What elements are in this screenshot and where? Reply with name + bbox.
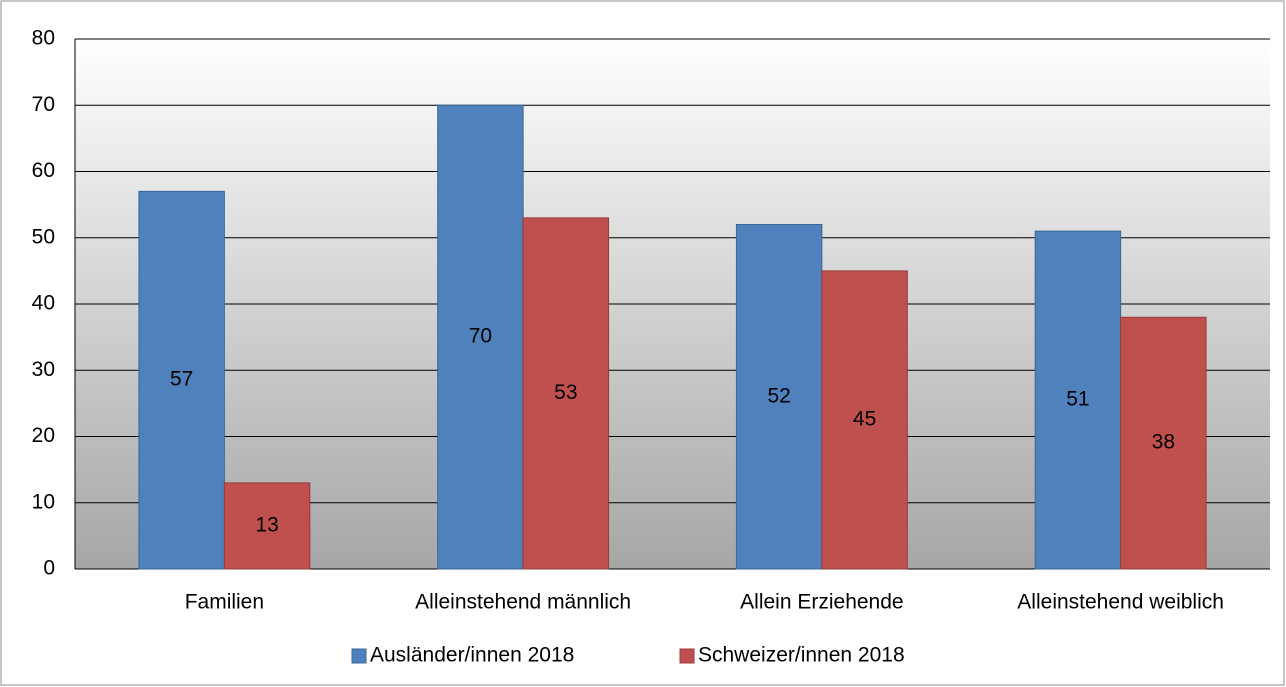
- y-tick-label: 70: [32, 93, 55, 116]
- data-label: 53: [554, 381, 577, 404]
- y-tick-label: 50: [32, 225, 55, 248]
- bar: [735, 224, 823, 570]
- data-label: 13: [255, 513, 278, 536]
- x-tick-label: Alleinstehend weiblich: [1017, 591, 1224, 614]
- y-tick-label: 20: [32, 424, 55, 447]
- bar: [437, 104, 524, 570]
- y-tick-label: 60: [32, 159, 55, 182]
- bar: [223, 482, 311, 570]
- y-tick-label: 40: [32, 292, 55, 315]
- y-tick-label: 80: [32, 27, 55, 50]
- data-label: 45: [853, 407, 876, 430]
- x-tick-label: Familien: [185, 591, 264, 614]
- data-label: 57: [170, 368, 193, 391]
- bar: [138, 190, 225, 570]
- data-label: 52: [767, 384, 790, 407]
- y-tick-label: 10: [32, 490, 55, 513]
- data-label: 38: [1152, 431, 1175, 454]
- x-tick-label: Allein Erziehende: [740, 591, 903, 614]
- y-tick-label: 30: [32, 358, 55, 381]
- data-label: 51: [1066, 388, 1089, 411]
- bar: [1120, 316, 1207, 570]
- legend-label: Ausländer/innen 2018: [370, 644, 574, 667]
- y-tick-label: 0: [43, 557, 55, 580]
- legend-swatch: [351, 648, 367, 664]
- data-label: 70: [469, 325, 492, 348]
- x-tick-label: Alleinstehend männlich: [415, 591, 631, 614]
- bar: [821, 270, 908, 570]
- legend-label: Schweizer/innen 2018: [698, 644, 905, 667]
- legend-swatch: [679, 648, 695, 664]
- bar: [522, 217, 610, 570]
